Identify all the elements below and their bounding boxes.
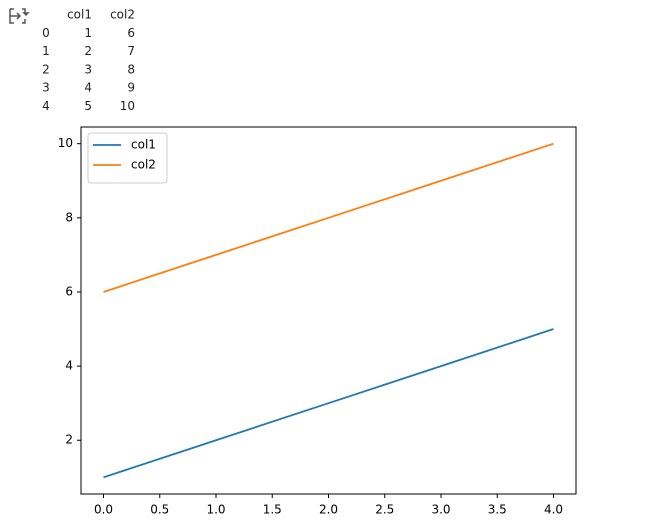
row-index: 2 bbox=[42, 62, 50, 76]
table-cell: 1 bbox=[84, 26, 92, 40]
y-tick-label: 6 bbox=[65, 284, 73, 298]
y-tick-label: 2 bbox=[65, 433, 73, 447]
icon-caret bbox=[22, 12, 30, 17]
row-index: 0 bbox=[42, 26, 50, 40]
table-cell: 10 bbox=[120, 99, 135, 113]
row-index: 3 bbox=[42, 81, 50, 95]
row-index: 4 bbox=[42, 99, 50, 113]
column-header: col1 bbox=[67, 8, 92, 22]
x-tick-label: 3.5 bbox=[488, 503, 507, 517]
legend-label: col1 bbox=[131, 138, 156, 152]
x-tick-label: 0.0 bbox=[94, 503, 113, 517]
table-cell: 9 bbox=[127, 81, 135, 95]
x-tick-label: 0.5 bbox=[150, 503, 169, 517]
output-icon[interactable] bbox=[9, 8, 30, 24]
line-series bbox=[103, 142, 554, 293]
row-index: 1 bbox=[42, 44, 50, 58]
x-tick-label: 2.0 bbox=[319, 503, 338, 517]
x-tick-label: 4.0 bbox=[544, 503, 563, 517]
table-cell: 2 bbox=[84, 44, 92, 58]
table-cell: 4 bbox=[84, 81, 92, 95]
y-tick-label: 4 bbox=[65, 359, 73, 373]
table-cell: 5 bbox=[84, 99, 92, 113]
table-cell: 8 bbox=[127, 62, 135, 76]
line-series bbox=[103, 328, 554, 479]
x-tick-label: 2.5 bbox=[375, 503, 394, 517]
x-tick-label: 1.0 bbox=[206, 503, 225, 517]
table-cell: 6 bbox=[127, 26, 135, 40]
y-tick-label: 10 bbox=[58, 136, 73, 150]
column-header: col2 bbox=[110, 8, 135, 22]
y-tick-label: 8 bbox=[65, 210, 73, 224]
x-tick-label: 3.0 bbox=[431, 503, 450, 517]
table-cell: 7 bbox=[127, 44, 135, 58]
table-cell: 3 bbox=[84, 62, 92, 76]
legend-label: col2 bbox=[131, 158, 156, 172]
icon-path bbox=[9, 8, 26, 24]
x-tick-label: 1.5 bbox=[263, 503, 282, 517]
